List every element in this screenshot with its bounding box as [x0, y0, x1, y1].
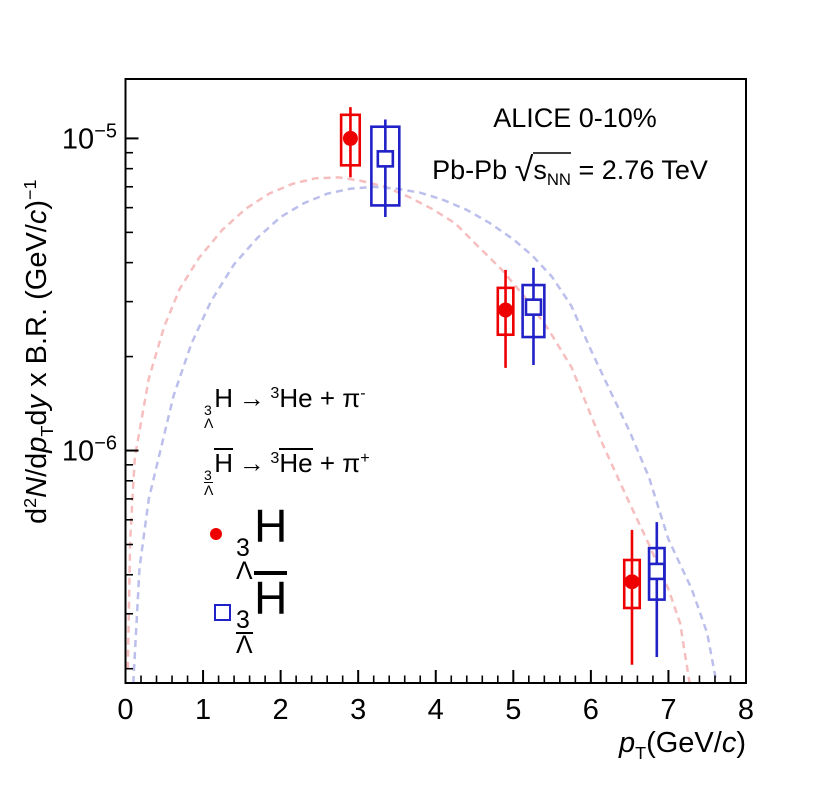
- data-point-marker: [648, 562, 666, 581]
- x-tick-label: 1: [195, 694, 211, 726]
- data-point-marker: [498, 302, 514, 318]
- x-tick-label: 3: [350, 694, 366, 726]
- x-tick-label: 5: [505, 694, 521, 726]
- legend-marker-filled-circle: [210, 528, 222, 540]
- x-axis-title: pT(GeV/c): [618, 727, 746, 764]
- x-tick-label: 6: [583, 694, 599, 726]
- sys-error-box: [370, 125, 401, 207]
- sys-error-box: [622, 558, 642, 610]
- x-axis-tick-labels: 0 1 2 3 4 5 6 7 8: [117, 694, 754, 726]
- data-point-marker: [376, 150, 395, 168]
- x-tick-label: 8: [738, 694, 754, 726]
- decay-channel-anti-hypertriton: 3 Λ H → 3He + π+: [204, 448, 370, 499]
- data-series-hypertriton: [339, 107, 642, 665]
- blastwave-fit-anti-hypertriton-curve: [132, 185, 718, 684]
- legend-marker-open-square: [214, 604, 231, 621]
- arrow-glyph: →: [238, 383, 265, 413]
- data-point-marker: [624, 574, 640, 590]
- x-tick-label: 2: [273, 694, 289, 726]
- sys-error-box: [339, 113, 362, 167]
- y-tick-label: 10−6: [62, 433, 117, 468]
- arrow-glyph: →: [238, 448, 265, 478]
- sys-error-box: [521, 283, 546, 339]
- y-axis-title: d2N/dpTdy x B.R. (GeV/c)−1: [20, 179, 58, 524]
- x-tick-label: 4: [428, 694, 444, 726]
- y-axis-tick-labels: 10−5 10−6: [62, 120, 117, 467]
- decay-channel-hypertriton: 3 Λ H → 3He + π-: [204, 383, 366, 432]
- blastwave-fit-hypertriton-curve: [126, 176, 692, 687]
- experiment-label: ALICE 0-10%: [493, 103, 657, 133]
- sys-error-box: [496, 286, 515, 337]
- x-axis-ticks: [124, 670, 747, 683]
- sqrt-symbol: √: [514, 151, 534, 189]
- y-axis-ticks: [125, 137, 139, 670]
- data-point-marker: [524, 298, 543, 316]
- x-tick-label: 7: [660, 694, 676, 726]
- y-tick-label: 10−5: [62, 120, 117, 155]
- data-series-anti-hypertriton: [370, 119, 666, 658]
- data-point-marker: [342, 130, 358, 146]
- collision-system-label: Pb-Pb √sNN = 2.76 TeV: [432, 151, 708, 189]
- x-tick-label: 0: [117, 694, 133, 726]
